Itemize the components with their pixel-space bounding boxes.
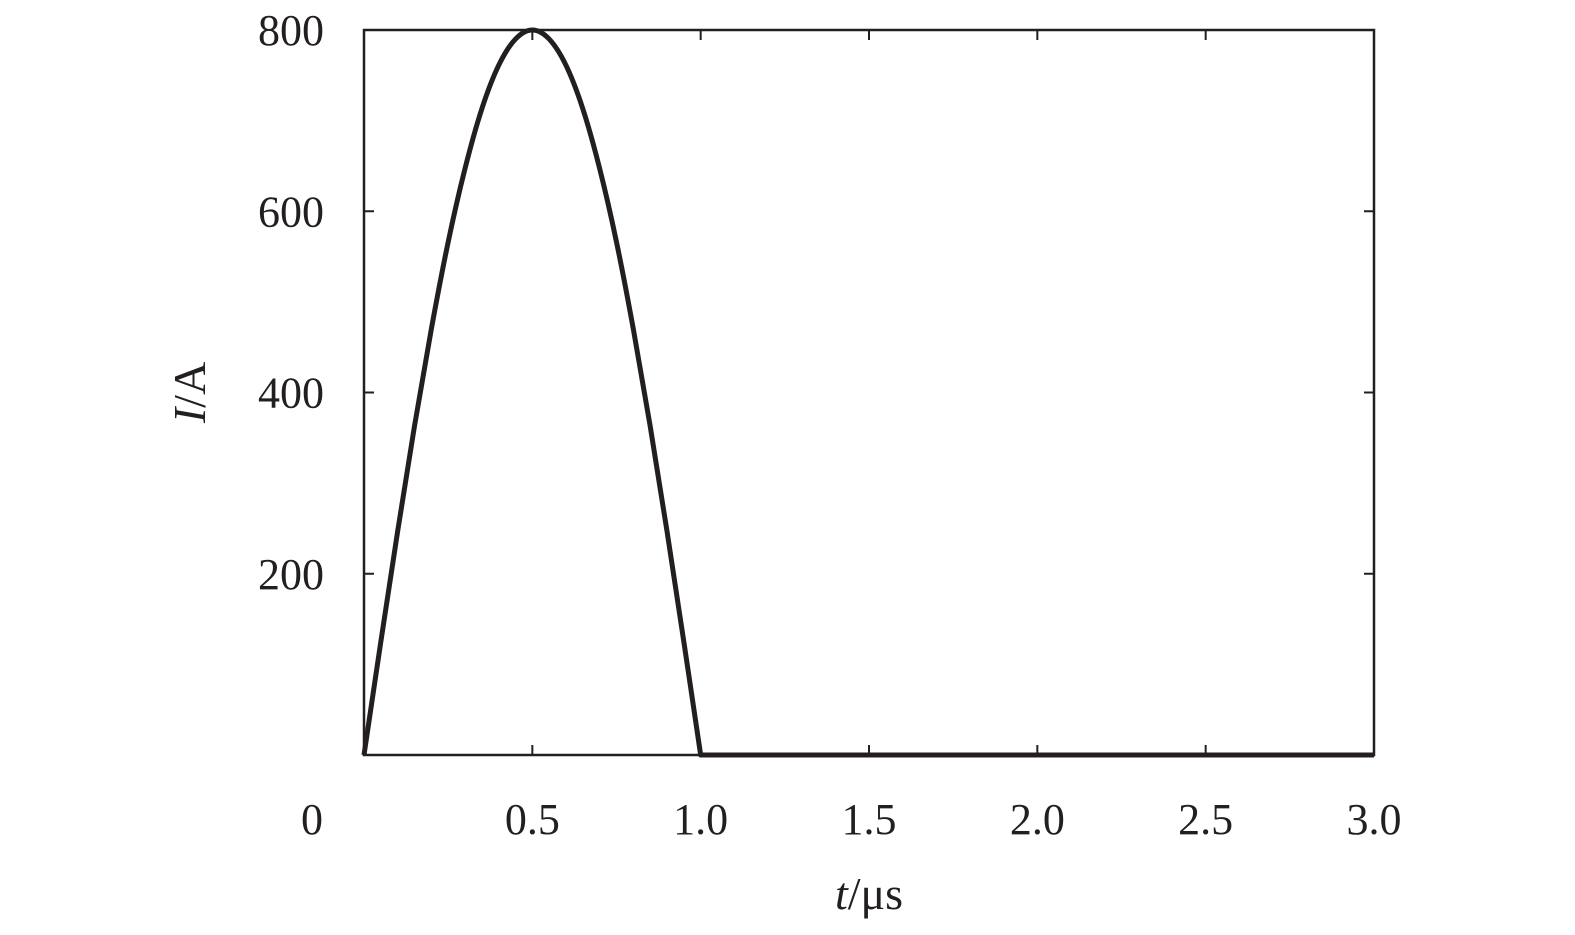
x-axis-label-variable: t — [835, 868, 849, 919]
x-tick-label: 0.5 — [505, 795, 560, 844]
y-axis-label-unit: /A — [164, 362, 215, 408]
y-axis-ticks: 200 400 600 800 — [258, 6, 1374, 599]
series-group — [361, 27, 1374, 758]
x-axis-ticks: 0.5 1.0 1.5 2.0 2.5 3.0 — [505, 30, 1402, 844]
y-axis-label-variable: I — [164, 405, 215, 424]
series-line — [361, 27, 1374, 758]
x-tick-label: 1.0 — [673, 795, 728, 844]
plot-border — [362, 28, 1376, 757]
y-axis-label: I/A — [164, 362, 215, 424]
x-axis-label: t/μs — [835, 868, 903, 919]
y-tick-label: 400 — [258, 369, 324, 418]
x-tick-label: 2.0 — [1010, 795, 1065, 844]
x-tick-label: 1.5 — [842, 795, 897, 844]
y-tick-label: 800 — [258, 6, 324, 55]
y-tick-label: 600 — [258, 187, 324, 236]
origin-tick-label: 0 — [301, 795, 323, 844]
y-tick-label: 200 — [258, 550, 324, 599]
x-tick-label: 3.0 — [1347, 795, 1402, 844]
plot-frame — [362, 28, 1376, 757]
x-axis-label-unit: /μs — [848, 868, 903, 919]
x-tick-label: 2.5 — [1178, 795, 1233, 844]
